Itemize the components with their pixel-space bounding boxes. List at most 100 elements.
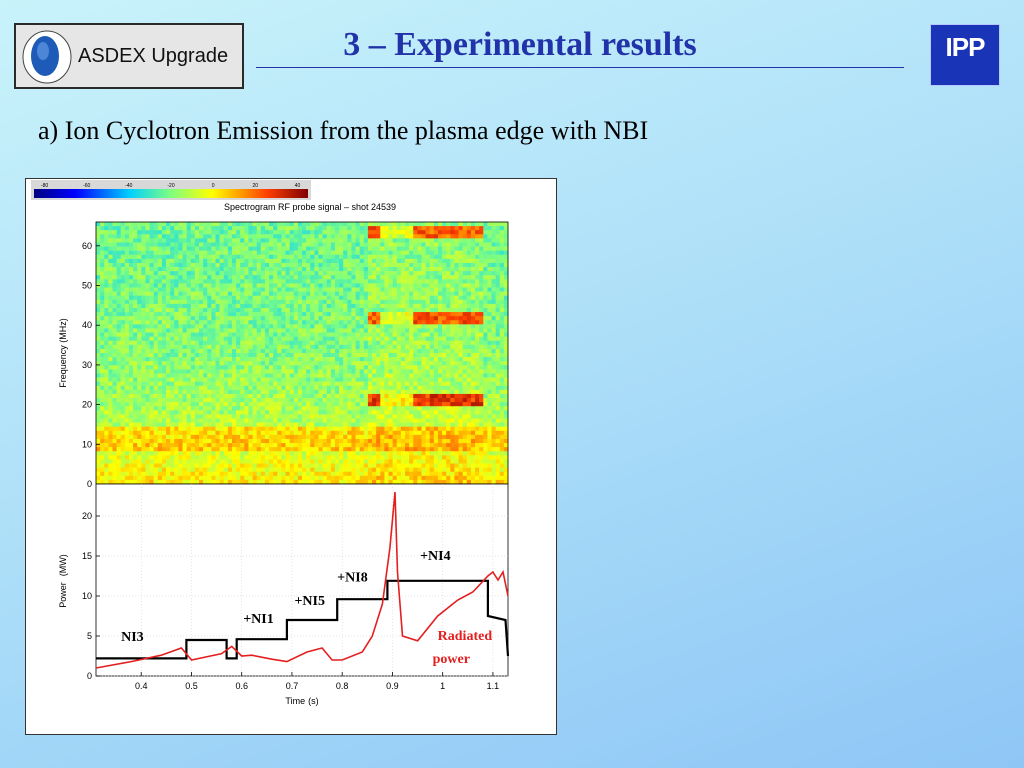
heatmap-cell [194, 222, 200, 227]
heatmap-cell [433, 406, 439, 411]
heatmap-cell [503, 410, 509, 415]
heatmap-cell [174, 348, 179, 354]
heatmap-cell [194, 250, 200, 256]
heatmap-cell [458, 373, 463, 378]
heatmap-cell [491, 275, 496, 280]
heatmap-cell [128, 369, 134, 374]
heatmap-cell [343, 312, 348, 317]
heatmap-cell [231, 226, 237, 231]
heatmap-cell [244, 332, 249, 337]
heatmap-cell [277, 340, 282, 346]
heatmap-cell [372, 320, 377, 325]
heatmap-cell [190, 299, 196, 305]
heatmap-cell [330, 303, 336, 309]
heatmap-cell [433, 283, 439, 288]
heatmap-cell [96, 230, 101, 235]
heatmap-cell [380, 365, 385, 370]
heatmap-cell [145, 344, 150, 350]
heatmap-cell [244, 279, 249, 284]
heatmap-cell [392, 393, 398, 399]
heatmap-cell [363, 234, 369, 239]
heatmap-cell [334, 422, 340, 427]
heatmap-cell [400, 254, 406, 260]
heatmap-cell [248, 279, 253, 284]
heatmap-cell [326, 402, 332, 407]
heatmap-cell [322, 299, 328, 305]
heatmap-cell [137, 295, 142, 301]
heatmap-cell [351, 328, 356, 333]
heatmap-cell [475, 332, 480, 337]
heatmap-cell [306, 312, 311, 317]
heatmap-cell [199, 291, 204, 296]
heatmap-cell [310, 234, 315, 239]
heatmap-cell [363, 230, 369, 235]
heatmap-cell [207, 332, 212, 337]
heatmap-cell [425, 279, 431, 284]
heatmap-cell [170, 320, 175, 325]
heatmap-cell [339, 369, 344, 374]
heatmap-cell [108, 238, 113, 243]
heatmap-cell [281, 381, 286, 387]
heatmap-cell [503, 250, 509, 256]
heatmap-cell [330, 353, 336, 358]
heatmap-cell [400, 234, 406, 239]
heatmap-cell [124, 385, 130, 391]
heatmap-cell [429, 299, 435, 305]
heatmap-cell [363, 283, 369, 288]
heatmap-cell [141, 226, 146, 231]
heatmap-cell [417, 303, 422, 309]
heatmap-cell [190, 226, 196, 231]
heatmap-cell [133, 332, 138, 337]
heatmap-cell [236, 287, 241, 292]
heatmap-cell [145, 316, 150, 321]
heatmap-cell [157, 422, 163, 427]
heatmap-cell [128, 234, 134, 239]
heatmap-cell [153, 271, 159, 276]
heatmap-cell [281, 267, 286, 272]
heatmap-cell [466, 316, 472, 321]
heatmap-cell [491, 377, 496, 382]
heatmap-cell [161, 353, 167, 358]
heatmap-cell [359, 287, 365, 292]
heatmap-cell [149, 295, 154, 301]
heatmap-cell [491, 332, 496, 337]
heatmap-cell [339, 222, 344, 227]
heatmap-cell [413, 258, 418, 264]
heatmap-cell [433, 291, 439, 296]
heatmap-cell [108, 254, 113, 260]
heatmap-cell [487, 283, 492, 288]
heatmap-cell [240, 307, 245, 313]
heatmap-cell [186, 410, 192, 415]
heatmap-cell [199, 307, 204, 313]
heatmap-cell [322, 365, 328, 370]
heatmap-cell [462, 377, 468, 382]
heatmap-cell [124, 230, 130, 235]
heatmap-cell [400, 348, 406, 354]
heatmap-cell [174, 316, 179, 321]
heatmap-cell [248, 365, 253, 370]
heatmap-cell [491, 385, 496, 391]
heatmap-cell [256, 275, 262, 280]
heatmap-cell [479, 402, 484, 407]
heatmap-cell [219, 398, 225, 403]
heatmap-cell [203, 287, 208, 292]
heatmap-cell [413, 287, 418, 292]
heatmap-cell [479, 418, 484, 423]
heatmap-cell [96, 353, 101, 358]
heatmap-cell [100, 332, 105, 337]
heatmap-cell [128, 393, 134, 399]
heatmap-cell [421, 312, 426, 317]
heatmap-cell [199, 348, 204, 354]
heatmap-cell [112, 320, 117, 325]
heatmap-cell [330, 373, 336, 378]
heatmap-cell [252, 389, 257, 395]
heatmap-cell [491, 299, 496, 305]
heatmap-cell [413, 303, 418, 309]
heatmap-cell [355, 275, 360, 280]
heatmap-cell [194, 373, 200, 378]
heatmap-cell [351, 389, 356, 395]
heatmap-cell [211, 381, 216, 387]
heatmap-cell [343, 365, 348, 370]
heatmap-cell [400, 295, 406, 301]
heatmap-cell [380, 291, 385, 296]
